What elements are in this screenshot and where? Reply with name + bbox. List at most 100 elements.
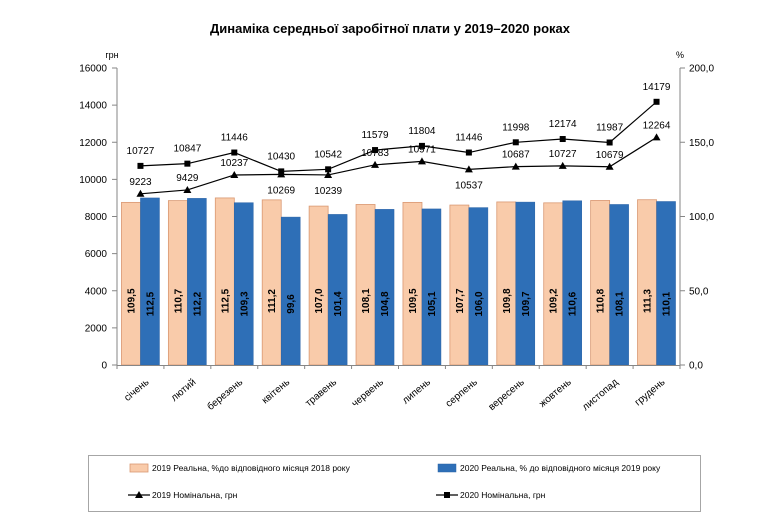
point-2020-nominal-7	[418, 142, 425, 149]
bar-value-label-2019-real-3: 112,5	[220, 288, 231, 313]
point-2019-nominal-9	[511, 162, 520, 170]
left-axis-tick-label: 12000	[79, 138, 107, 149]
point-value-label-2020-nominal-10: 12174	[549, 119, 577, 130]
left-axis-unit-label: грн	[105, 50, 118, 60]
point-value-label-2019-nominal-11: 10679	[596, 150, 624, 161]
point-2019-nominal-12	[652, 133, 661, 141]
bar-2020-real-8	[468, 207, 489, 366]
chart-title: Динаміка середньої заробітної плати у 20…	[210, 21, 571, 36]
point-value-label-2019-nominal-3: 10237	[220, 158, 248, 169]
point-2020-nominal-9	[512, 139, 519, 146]
bar-value-label-2020-real-3: 109,3	[239, 291, 250, 316]
bar-value-label-2020-real-12: 110,1	[662, 291, 673, 316]
bar-value-label-2019-real-7: 109,5	[408, 288, 419, 313]
point-2020-nominal-3	[231, 149, 238, 156]
bar-2019-real-1	[121, 201, 141, 366]
right-axis-tick-label: 100,0	[689, 212, 714, 223]
bar-value-label-2020-real-6: 104,8	[380, 291, 391, 316]
x-axis-category-label: січень	[122, 377, 151, 404]
line-2020-nominal	[140, 101, 657, 172]
bar-2019-real-8	[449, 204, 470, 366]
bar-series-group	[121, 197, 676, 366]
point-2019-nominal-5	[324, 170, 333, 178]
bar-value-label-2020-real-7: 105,1	[427, 291, 438, 316]
bar-2020-real-9	[515, 201, 536, 366]
point-2019-nominal-1	[136, 189, 145, 197]
bar-value-label-2019-real-8: 107,7	[455, 288, 466, 313]
bar-2020-real-4	[280, 216, 301, 366]
point-value-label-2019-nominal-12: 12264	[643, 120, 671, 131]
point-value-label-2020-nominal-12: 14179	[643, 82, 671, 93]
point-value-label-2020-nominal-1: 10727	[127, 146, 155, 157]
legend-square-marker-icon	[444, 492, 450, 498]
point-value-label-2019-nominal-7: 10971	[408, 144, 436, 155]
point-value-label-2019-nominal-4: 10269	[267, 185, 295, 196]
legend-swatch-2020-real	[437, 463, 457, 473]
legend-swatch-2019-real	[129, 463, 149, 473]
point-value-label-2020-nominal-2: 10847	[173, 144, 201, 155]
point-2019-nominal-10	[558, 161, 567, 169]
bar-value-label-2019-real-12: 111,3	[643, 289, 654, 313]
point-value-label-2020-nominal-8: 11446	[455, 133, 483, 144]
bar-2019-real-7	[402, 201, 423, 366]
point-2020-nominal-5	[325, 166, 332, 173]
legend-triangle-marker-icon	[135, 491, 143, 498]
data-labels-group: 109,5 110,7 112,5 111,2 107,0 108,1 109,5 107,7…	[126, 82, 672, 317]
bar-value-label-2020-real-1: 112,5	[145, 291, 156, 316]
point-value-label-2020-nominal-9: 11998	[502, 122, 530, 133]
bar-2019-real-9	[496, 201, 517, 366]
x-axis-category-label: серпень	[444, 377, 480, 410]
left-axis-tick-label: 2000	[85, 323, 108, 334]
bar-2020-real-3	[234, 202, 254, 366]
bar-2019-real-6	[355, 204, 376, 366]
bar-2019-real-11	[590, 200, 611, 366]
point-value-label-2019-nominal-1: 9223	[129, 177, 152, 188]
bar-value-label-2019-real-5: 107,0	[314, 288, 325, 313]
bar-value-label-2019-real-9: 109,8	[502, 288, 513, 313]
x-axis-category-label: липень	[400, 377, 432, 407]
line-2019-nominal	[140, 136, 657, 195]
right-axis-tick-label: 50,0	[689, 286, 709, 297]
x-axis-category-label: березень	[205, 376, 246, 413]
left-axis-tick-label: 14000	[79, 101, 107, 112]
right-axis-tick-label: 200,0	[689, 64, 714, 75]
left-axis-tick-label: 4000	[85, 286, 108, 297]
bar-2020-real-1	[140, 197, 160, 366]
bar-value-label-2019-real-6: 108,1	[361, 288, 372, 313]
bar-2019-real-10	[543, 202, 564, 366]
point-value-label-2019-nominal-6: 10783	[361, 148, 389, 159]
bar-2020-real-10	[562, 200, 582, 366]
legend-label-2019-real: 2019 Реальна, %до відповідного місяця 20…	[152, 463, 351, 473]
point-value-label-2020-nominal-3: 11446	[221, 133, 249, 144]
bar-value-label-2020-real-8: 106,0	[474, 291, 485, 316]
x-axis-category-label: грудень	[633, 377, 668, 409]
bar-value-label-2020-real-4: 99,6	[286, 294, 297, 314]
line-series-group	[136, 98, 661, 197]
point-2019-nominal-3	[230, 170, 239, 178]
point-2019-nominal-2	[183, 185, 192, 193]
point-value-label-2020-nominal-4: 10430	[267, 151, 295, 162]
bar-value-label-2020-real-9: 109,7	[521, 291, 532, 316]
legend: 2019 Реальна, %до відповідного місяця 20…	[88, 455, 701, 512]
right-axis-tick-label: 150,0	[689, 138, 714, 149]
legend-border	[88, 455, 701, 512]
point-2019-nominal-6	[371, 160, 380, 168]
right-axis-unit-label: %	[676, 50, 684, 60]
point-value-label-2020-nominal-7: 11804	[408, 126, 436, 137]
bar-2020-real-5	[327, 214, 348, 366]
point-2020-nominal-4	[278, 168, 285, 175]
x-axis-category-label: квітень	[260, 377, 292, 406]
right-axis-tick-label: 0,0	[689, 361, 703, 372]
point-2020-nominal-10	[559, 136, 566, 143]
legend-label-2020-nominal: 2020 Номінальна, грн	[460, 490, 546, 500]
bar-2019-real-5	[308, 205, 329, 366]
point-2020-nominal-1	[137, 162, 144, 169]
point-value-label-2020-nominal-11: 11987	[596, 122, 624, 133]
bar-2019-real-2	[167, 200, 188, 366]
legend-label-2020-real: 2020 Реальна, % до відповідного місяця 2…	[460, 463, 661, 473]
bar-value-label-2020-real-5: 101,4	[333, 291, 344, 316]
left-axis-tick-label: 16000	[79, 64, 107, 75]
point-2020-nominal-12	[653, 98, 660, 105]
bar-2019-real-12	[637, 199, 657, 366]
